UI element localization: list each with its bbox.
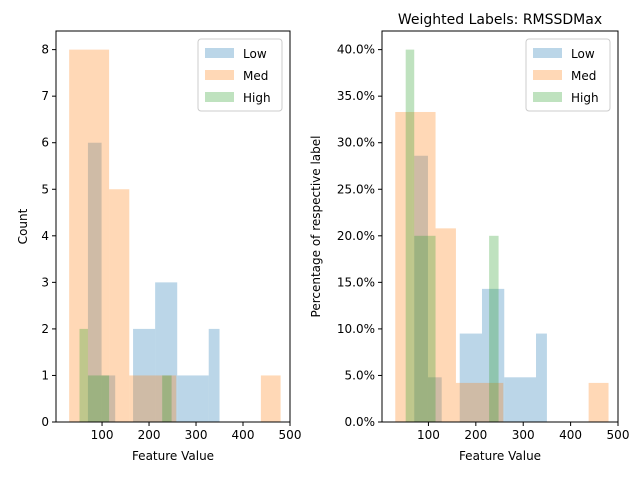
- x-tick-label: 300: [185, 428, 208, 442]
- bar-med-2: [86, 49, 110, 423]
- histogram-panel-1: 100 200 300 400 500 0 1 2 3 4 5 6 7 8 Feature Value Cou…: [16, 30, 302, 463]
- y-tick-label: 7: [41, 89, 49, 103]
- y-tick-label: 5: [41, 182, 49, 196]
- legend-box: [525, 38, 611, 112]
- legend-swatch-low: [533, 48, 562, 58]
- y-tick-label: 4: [41, 229, 49, 243]
- y-tick-label: 25.0%: [337, 182, 375, 196]
- y-tick-label: 35.0%: [337, 89, 375, 103]
- legend-swatch-high: [205, 92, 234, 102]
- bar-low-3: [459, 333, 482, 422]
- legend-swatch-high: [533, 92, 562, 102]
- legend-label-low: Low: [243, 47, 267, 61]
- y-tick-label: 8: [41, 43, 49, 57]
- series-low-bars: [414, 155, 547, 422]
- bar-low-1: [87, 142, 102, 422]
- legend-swatch-med: [205, 70, 234, 80]
- x-tick-label: 500: [607, 428, 630, 442]
- axes-frame: [55, 30, 291, 423]
- bar-high-3: [489, 235, 499, 422]
- bar-high-2: [87, 375, 110, 422]
- series-high-bars: [405, 49, 499, 423]
- bar-med-4: [129, 375, 177, 422]
- series-med-bars: [395, 111, 609, 423]
- y-tick-label: 5.0%: [345, 368, 376, 382]
- legend-label-low: Low: [571, 47, 595, 61]
- x-tick-label: 400: [559, 428, 582, 442]
- y-tick-label: 10.0%: [337, 322, 375, 336]
- x-tick-label: 100: [417, 428, 440, 442]
- series-low-bars: [87, 142, 220, 422]
- x-tick-label: 400: [232, 428, 255, 442]
- y-axis-label: Count: [16, 208, 30, 244]
- bar-high-3: [162, 375, 172, 422]
- x-axis-label: Feature Value: [459, 449, 541, 463]
- legend-label-high: High: [571, 91, 599, 105]
- y-tick-label: 40.0%: [337, 43, 375, 57]
- y-tick-label: 1: [41, 368, 49, 382]
- bar-low-5: [177, 375, 209, 422]
- x-axis-label: Feature Value: [132, 449, 214, 463]
- y-axis-label: Percentage of respective label: [309, 136, 323, 318]
- bar-med-5: [588, 382, 609, 422]
- bar-med-3: [435, 228, 456, 422]
- legend: Low Med High: [197, 38, 283, 112]
- bar-low-6: [536, 333, 547, 422]
- y-tick-label: 3: [41, 275, 49, 289]
- y-tick-label: 0.0%: [345, 415, 376, 429]
- bar-med-4: [455, 382, 504, 422]
- legend-label-high: High: [243, 91, 271, 105]
- bar-low-6: [208, 328, 220, 422]
- bar-low-2: [101, 375, 116, 422]
- y-tick-label: 15.0%: [337, 275, 375, 289]
- series-high-bars: [79, 328, 172, 422]
- bar-med-3: [109, 189, 130, 422]
- y-tick-label: 2: [41, 322, 49, 336]
- bar-high-1: [405, 49, 415, 423]
- axes-frame: [381, 30, 619, 423]
- y-tick-label: 0: [41, 415, 49, 429]
- x-tick-label: 200: [138, 428, 161, 442]
- bar-low-4: [155, 282, 178, 422]
- legend-label-med: Med: [571, 69, 596, 83]
- bar-high-2: [414, 235, 436, 422]
- x-tick-label: 200: [464, 428, 487, 442]
- bar-med-1: [69, 49, 87, 423]
- y-tick-label: 20.0%: [337, 229, 375, 243]
- bar-low-2: [427, 377, 442, 422]
- y-tick-label: 6: [41, 136, 49, 150]
- x-tick-label: 500: [279, 428, 302, 442]
- legend-label-med: Med: [243, 69, 268, 83]
- legend: Low Med High: [525, 38, 611, 112]
- series-med-bars: [69, 49, 281, 423]
- bar-high-1: [79, 328, 88, 422]
- chart-title: Weighted Labels: RMSSDMax: [398, 12, 602, 28]
- bar-med-2: [412, 111, 436, 423]
- bar-low-5: [504, 377, 537, 422]
- bar-low-1: [414, 155, 428, 422]
- legend-swatch-low: [205, 48, 234, 58]
- bar-low-3: [133, 328, 156, 422]
- bar-med-5: [260, 375, 281, 422]
- histogram-panel-2: 100 200 300 400 500 0.0% 5.0% 10.0% 15.0% 20.0% 25…: [309, 12, 629, 463]
- legend-box: [197, 38, 283, 112]
- x-tick-label: 300: [512, 428, 535, 442]
- y-tick-label: 30.0%: [337, 136, 375, 150]
- bar-med-1: [395, 111, 413, 423]
- x-tick-label: 100: [91, 428, 114, 442]
- bar-low-4: [481, 288, 505, 422]
- legend-swatch-med: [533, 70, 562, 80]
